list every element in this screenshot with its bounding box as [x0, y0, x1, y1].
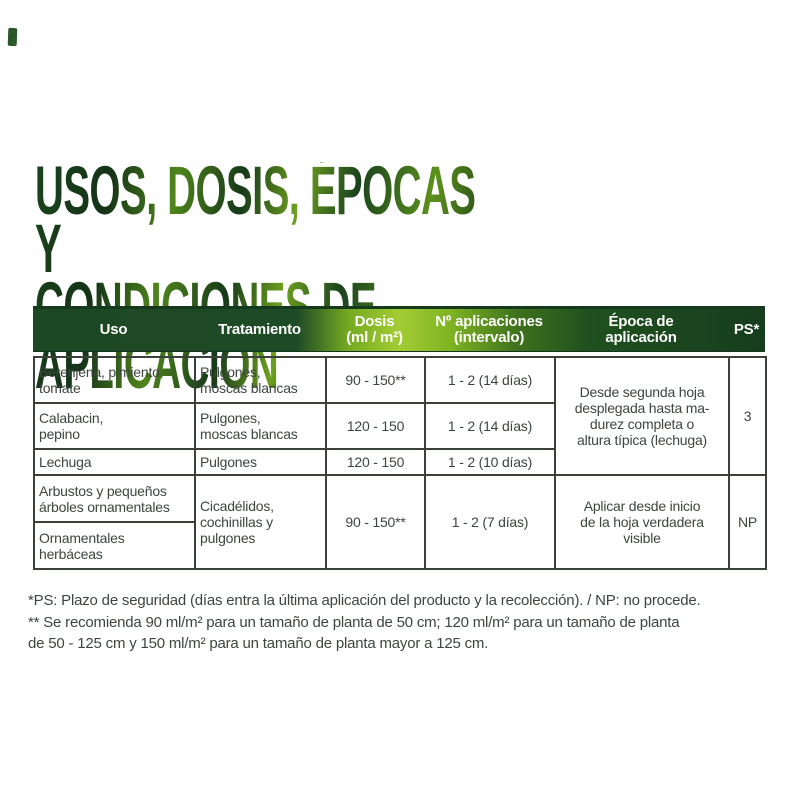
cell-tratamiento: Pulgones, moscas blancas: [194, 356, 327, 404]
table-row: Calabacin, pepino Pulgones, moscas blanc…: [33, 402, 766, 450]
header-dosis: Dosis (ml / m²): [346, 313, 403, 346]
header-tratamiento: Tratamiento: [218, 321, 301, 338]
cell-uso: Arbustos y pequeños árboles ornamentales: [33, 474, 196, 523]
cell-tratamiento: Pulgones, moscas blancas: [194, 402, 327, 450]
footnote-dose: ** Se recomienda 90 ml/m² para un tamaño…: [28, 614, 680, 652]
table-header-row: Uso Tratamiento Dosis (ml / m²) Nº aplic…: [33, 306, 765, 352]
logo-fragment-mark: [7, 27, 18, 47]
cell-epoca-merged: Aplicar desde inicio de la hoja verdader…: [554, 474, 730, 570]
header-epoca: Época de aplicación: [605, 313, 677, 346]
cell-aplicaciones: 1 - 2 (10 días): [424, 448, 556, 476]
dosage-table: Berenjena, pimiento, tomate Pulgones, mo…: [33, 356, 767, 570]
cell-aplicaciones: 1 - 2 (14 días): [424, 356, 556, 404]
table-row: Arbustos y pequeños árboles ornamentales…: [33, 474, 767, 570]
cell-ps-merged: NP: [728, 474, 767, 570]
header-uso: Uso: [99, 321, 128, 338]
cell-ps-merged: 3: [728, 356, 767, 476]
cell-dosis: 120 - 150: [325, 402, 426, 450]
cell-dosis: 90 - 150**: [325, 356, 426, 404]
cell-uso: Lechuga: [33, 448, 196, 476]
header-aplicaciones: Nº aplicaciones (intervalo): [435, 313, 543, 346]
table-row: Berenjena, pimiento, tomate Pulgones, mo…: [33, 356, 767, 476]
cell-uso: Calabacin, pepino: [33, 402, 196, 450]
cell-aplicaciones-merged: 1 - 2 (7 días): [424, 474, 556, 570]
header-ps: PS*: [733, 321, 760, 338]
cell-tratamiento: Pulgones: [194, 448, 327, 476]
table-row: Lechuga Pulgones 120 - 150 1 - 2 (10 día…: [33, 448, 766, 476]
cell-tratamiento-merged: Cicadélidos, cochinillas y pulgones: [194, 474, 327, 570]
cell-aplicaciones: 1 - 2 (14 días): [424, 402, 556, 450]
cell-uso: Berenjena, pimiento, tomate: [33, 356, 196, 404]
cell-uso: Ornamentales herbáceas: [33, 521, 196, 570]
cell-dosis: 120 - 150: [325, 448, 426, 476]
table-row: Ornamentales herbáceas: [33, 521, 766, 570]
cell-epoca-merged: Desde segunda hoja desplegada hasta ma- …: [554, 356, 730, 476]
cell-dosis-merged: 90 - 150**: [325, 474, 426, 570]
footnotes: *PS: Plazo de seguridad (días entra la ú…: [28, 590, 758, 655]
footnote-ps: *PS: Plazo de seguridad (días entra la ú…: [28, 592, 701, 609]
